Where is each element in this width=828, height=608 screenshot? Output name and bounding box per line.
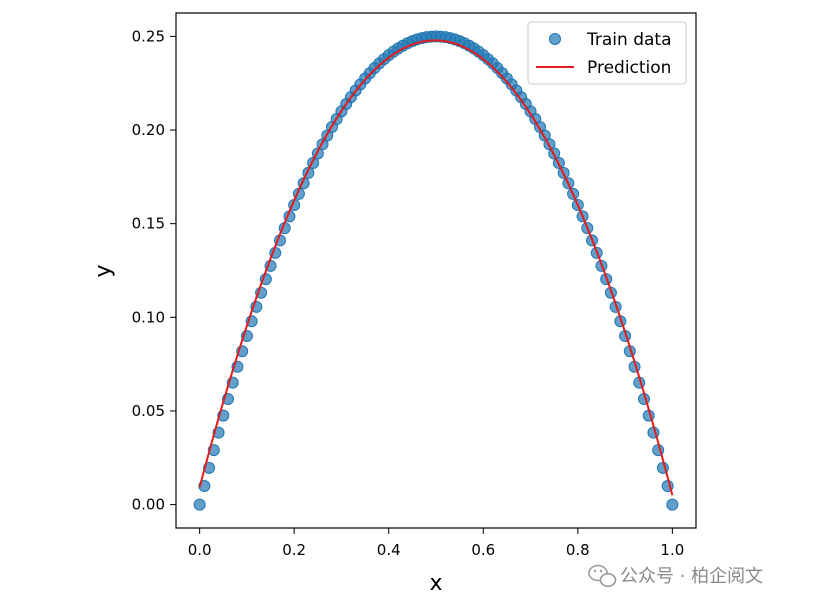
x-tick-label: 0.0 bbox=[188, 541, 212, 559]
x-axis-ticks: 0.0 0.2 0.4 0.6 0.8 1.0 bbox=[188, 528, 684, 559]
x-tick-label: 0.6 bbox=[471, 541, 495, 559]
y-tick-label: 0.15 bbox=[132, 215, 165, 233]
x-tick-label: 0.2 bbox=[282, 541, 306, 559]
x-tick-label: 0.4 bbox=[377, 541, 401, 559]
watermark-text: 公众号 · 柏企阅文 bbox=[620, 566, 763, 587]
legend-prediction-label: Prediction bbox=[587, 58, 671, 78]
x-tick-label: 1.0 bbox=[660, 541, 684, 559]
legend-train-marker bbox=[549, 33, 561, 45]
wechat-icon bbox=[588, 564, 617, 587]
y-tick-label: 0.10 bbox=[132, 308, 165, 326]
watermark: 公众号 · 柏企阅文 bbox=[588, 564, 763, 587]
y-tick-label: 0.05 bbox=[132, 402, 165, 420]
legend-train-label: Train data bbox=[586, 30, 672, 50]
y-tick-label: 0.25 bbox=[132, 27, 165, 45]
plot-frame bbox=[175, 12, 697, 529]
prediction-line bbox=[198, 39, 674, 496]
legend-box bbox=[527, 21, 687, 85]
y-axis-ticks: 0.00 0.05 0.10 0.15 0.20 0.25 bbox=[132, 27, 176, 514]
y-tick-label: 0.20 bbox=[132, 121, 165, 139]
y-axis-label: y bbox=[91, 264, 116, 277]
y-tick-label: 0.00 bbox=[132, 496, 165, 514]
train-data-point bbox=[193, 498, 206, 511]
x-tick-label: 0.8 bbox=[566, 541, 590, 559]
prediction-series bbox=[198, 39, 674, 496]
train-data-point bbox=[666, 498, 679, 511]
legend: Train data Prediction bbox=[527, 21, 687, 85]
x-axis-label: x bbox=[429, 571, 442, 596]
